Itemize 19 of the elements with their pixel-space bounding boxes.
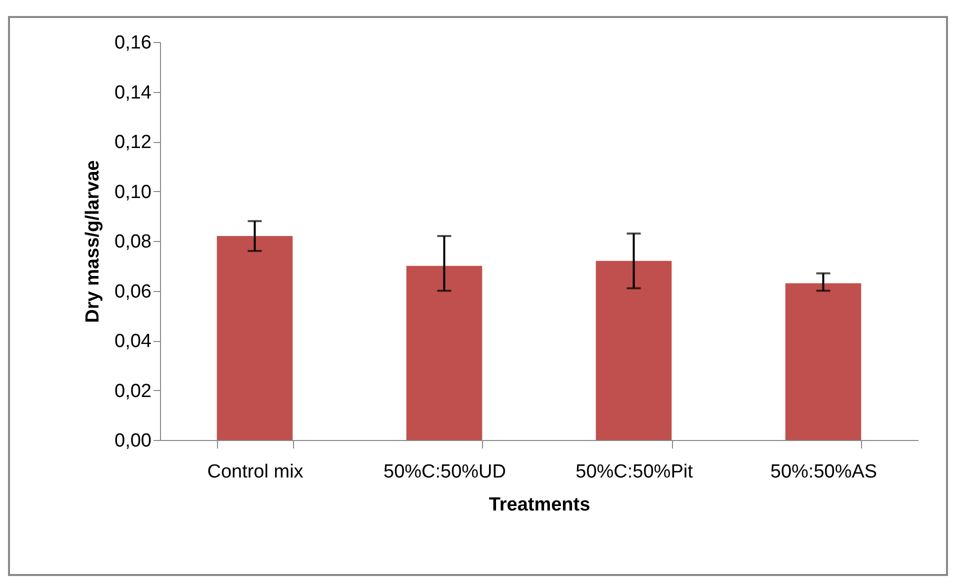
y-tick-label: 0,14 <box>114 82 152 104</box>
y-tick-label: 0,06 <box>114 281 152 302</box>
y-tick-label: 0,02 <box>114 380 152 402</box>
x-tick-label: 50%C:50%Pit <box>576 462 694 482</box>
x-tick-label: Control mix <box>207 462 304 482</box>
bar <box>596 260 672 440</box>
y-tick-label: 0,12 <box>114 132 152 153</box>
x-axis-title: Treatments <box>488 494 590 516</box>
y-tick-label: 0,10 <box>114 182 152 203</box>
bar <box>785 283 862 440</box>
bar <box>216 236 293 440</box>
y-tick-label: 0,08 <box>114 232 152 252</box>
x-tick-label: 50%C:50%UD <box>384 462 506 482</box>
x-tick-label: 50%:50%AS <box>770 462 878 482</box>
y-tick-label: 0,16 <box>114 32 152 54</box>
bar <box>406 266 482 440</box>
y-axis-title: Dry mass/g/larvae <box>82 160 104 323</box>
y-tick-label: 0,04 <box>114 331 152 352</box>
y-tick-label: 0,00 <box>114 430 152 452</box>
